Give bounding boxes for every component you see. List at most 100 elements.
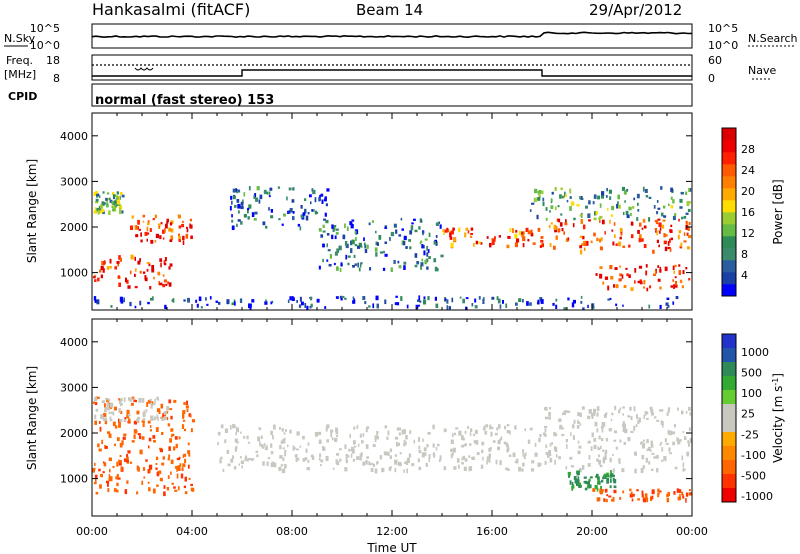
echo-cell-evening-ground-scatter (656, 468, 659, 473)
echo-cell-late-near-range-echo (637, 280, 641, 284)
echo-cell-midday-band (346, 226, 349, 231)
echo-cell-night-scatter (240, 206, 244, 210)
echo-cell-early-ground-scatter (104, 417, 108, 421)
echo-cell-evening-ground-scatter (547, 454, 550, 458)
echo-cell-ground-clutter (200, 306, 203, 309)
echo-cell-midday-band (353, 254, 356, 258)
echo-cell-midday-ground-scatter (386, 451, 390, 456)
echo-cell-early-mid-echo (159, 235, 162, 240)
echo-cell-late-flow (641, 490, 644, 495)
echo-cell-evening-ground-scatter (646, 417, 649, 420)
echo-cell-early-flow (95, 478, 97, 484)
echo-cell-early-flow (124, 489, 128, 495)
echo-cell-evening-ground-scatter (542, 432, 547, 436)
echo-cell-midday-ground-scatter (263, 443, 266, 447)
echo-cell-afternoon-band (470, 233, 473, 236)
echo-cell-ground-clutter (289, 296, 292, 301)
echo-cell-midday-ground-scatter (371, 462, 374, 466)
echo-cell-evening-band (601, 219, 605, 225)
echo-cell-midday-band (351, 219, 355, 222)
echo-cell-evening-ground-scatter (651, 412, 654, 416)
echo-cell-early-evening-layer (103, 202, 106, 205)
echo-cell-evening-flow (597, 481, 600, 485)
echo-cell-midday-ground-scatter (489, 447, 492, 450)
echo-cell-evening-ground-scatter (578, 445, 582, 449)
echo-cell-late-flow (685, 492, 689, 497)
echo-cell-ground-clutter (580, 301, 583, 304)
echo-cell-early-flow (147, 469, 151, 474)
echo-cell-ground-clutter (298, 304, 302, 308)
echo-cell-evening-band (630, 221, 633, 226)
echo-cell-early-flow (191, 419, 195, 423)
freq-line (92, 69, 692, 77)
echo-cell-ground-clutter (196, 303, 199, 308)
echo-cell-evening-ground-scatter (602, 449, 605, 452)
echo-cell-early-mid-echo (160, 222, 163, 225)
echo-cell-late-far-range-echo (608, 189, 612, 194)
echo-cell-late-near-range-echo (679, 279, 683, 284)
echo-cell-early-ground-scatter (119, 419, 123, 422)
echo-cell-early-flow (183, 428, 187, 432)
echo-cell-ground-clutter (571, 302, 575, 308)
echo-cell-early-flow (133, 429, 137, 434)
echo-cell-evening-band (620, 233, 623, 236)
echo-cell-early-flow (108, 474, 111, 478)
echo-cell-early-evening-layer (95, 198, 99, 202)
echo-cell-late-flow (679, 496, 682, 501)
echo-cell-midday-ground-scatter (405, 460, 409, 465)
echo-cell-ground-clutter (659, 304, 662, 309)
echo-cell-early-near-range-echo (151, 268, 155, 273)
freq-strip: Freq. [MHz] 18 8 60 0 Nave (4, 54, 776, 85)
velocity-colorbar-tick: 25 (741, 408, 755, 421)
echo-cell-midday-ground-scatter (507, 448, 510, 452)
y-tick-label: 2000 (60, 221, 88, 234)
echo-cell-evening-ground-scatter (591, 413, 594, 417)
echo-cell-early-flow (191, 487, 195, 492)
echo-cell-midday-ground-scatter (365, 460, 368, 465)
echo-cell-evening-ground-scatter (553, 446, 557, 452)
echo-cell-early-flow (138, 435, 142, 440)
echo-cell-evening-ground-scatter (611, 412, 614, 416)
echo-cell-midday-band (436, 268, 439, 272)
echo-cell-evening-ground-scatter (622, 427, 626, 433)
echo-cell-early-evening-layer (98, 207, 101, 211)
echo-cell-night-scatter (312, 209, 315, 212)
echo-cell-evening-flow (606, 477, 609, 482)
echo-cell-early-flow (190, 414, 192, 418)
echo-cell-evening-ground-scatter (650, 444, 654, 448)
velocity-colorbar-tick: 1000 (741, 346, 769, 359)
echo-cell-midday-band (366, 244, 369, 249)
echo-cell-evening-ground-scatter (634, 452, 637, 456)
echo-cell-midday-band (384, 226, 387, 229)
echo-cell-midday-ground-scatter (505, 442, 509, 448)
echo-cell-evening-band (658, 222, 662, 227)
echo-cell-late-near-range-echo (659, 266, 662, 270)
echo-cell-late-far-range-echo (637, 202, 639, 206)
echo-cell-late-near-range-echo (609, 265, 613, 270)
echo-cell-late-near-range-echo (613, 284, 616, 288)
echo-cell-evening-band (555, 235, 558, 240)
echo-cell-ground-clutter (648, 304, 651, 309)
echo-cell-afternoon-band (540, 239, 544, 243)
echo-cell-early-near-range-echo (142, 271, 146, 274)
echo-cell-evening-band (580, 219, 583, 224)
echo-cell-ground-clutter (552, 302, 555, 306)
echo-cell-midday-band (320, 234, 324, 238)
echo-cell-midday-ground-scatter (330, 429, 334, 433)
echo-cell-evening-flow (578, 484, 581, 488)
echo-cell-midday-ground-scatter (282, 457, 285, 461)
echo-cell-evening-ground-scatter (587, 440, 591, 444)
echo-cell-midday-ground-scatter (257, 436, 261, 442)
echo-cell-midday-ground-scatter (518, 466, 522, 472)
echo-cell-evening-band (615, 243, 618, 246)
echo-cell-early-flow (105, 480, 110, 484)
echo-cell-late-far-range-echo (685, 212, 689, 215)
echo-cell-midday-band (322, 224, 325, 228)
echo-cell-early-near-range-echo (159, 282, 163, 286)
echo-cell-early-flow (147, 400, 151, 404)
echo-cell-early-mid-echo (147, 232, 150, 235)
echo-cell-early-near-range-echo (146, 262, 150, 264)
echo-cell-evening-ground-scatter (645, 457, 648, 463)
echo-cell-night-scatter (251, 212, 255, 217)
echo-cell-evening-ground-scatter (581, 406, 585, 410)
